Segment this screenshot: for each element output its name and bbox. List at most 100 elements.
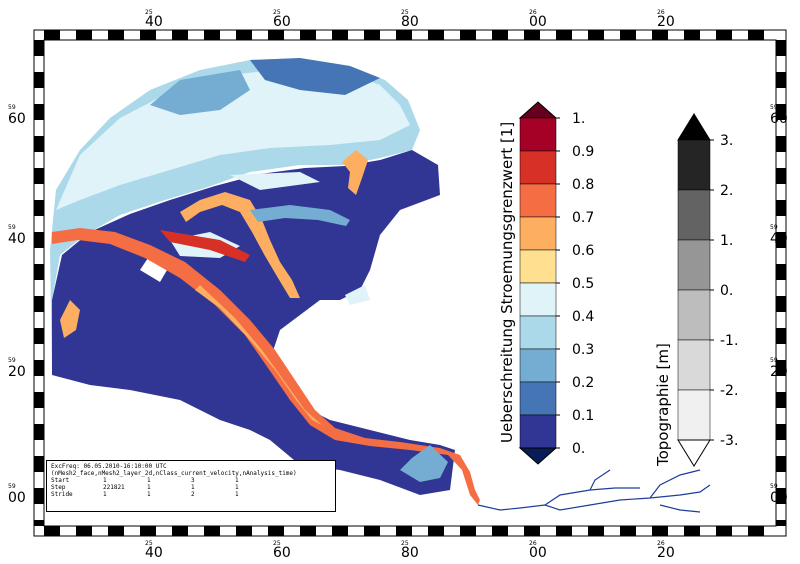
frame-label-deg: 25 <box>145 9 153 16</box>
frame-label-bottom: 20 <box>657 545 675 560</box>
frame-tick <box>460 30 476 40</box>
frame-tick <box>748 30 764 40</box>
topo-segment <box>677 239 711 291</box>
frame-label-top: 40 <box>145 14 163 30</box>
topo-tick-label: -2. <box>720 383 738 399</box>
frame-label-deg: 25 <box>401 540 409 547</box>
frame-tick <box>108 526 124 536</box>
colorbar-segment <box>519 183 557 218</box>
frame-tick <box>620 30 636 40</box>
frame-tick <box>172 30 188 40</box>
tributary-west <box>60 300 80 338</box>
colorbar-tick-label: 0. <box>572 441 585 457</box>
frame-tick <box>428 526 444 536</box>
frame-tick <box>332 526 348 536</box>
frame-tick <box>556 526 572 536</box>
shoal-patch <box>230 172 320 190</box>
colorbar-segment <box>519 315 557 350</box>
colorbar-flow: 1. 0.9 0.8 0.7 0.6 0.5 0.4 0.3 0.2 0.1 0. Ueberschr… <box>498 101 594 465</box>
frame-tick <box>34 200 44 216</box>
colorbar-segment <box>519 414 557 449</box>
info-row: Stride 1 1 2 1 <box>51 491 331 498</box>
frame-label-deg: 26 <box>657 540 665 547</box>
tributary-north <box>180 192 300 298</box>
frame-tick <box>364 526 380 536</box>
topo-segment <box>677 339 711 391</box>
frame-tick <box>34 168 44 184</box>
frame-tick <box>776 40 786 56</box>
frame-tick <box>236 526 252 536</box>
frame-tick <box>684 526 700 536</box>
info-row-value: 1 <box>103 491 107 498</box>
frame-label-deg: 59 <box>770 224 778 231</box>
frame-tick <box>776 424 786 440</box>
colorbar-tick-label: 0.4 <box>572 309 594 325</box>
info-row-value: 1 <box>147 484 151 491</box>
info-row-value: 1 <box>235 491 239 498</box>
info-row-label: Stride <box>51 491 73 498</box>
river-network <box>477 469 711 513</box>
frame-tick <box>34 520 44 526</box>
deep-offshore-patch <box>250 58 380 95</box>
topo-tick-label: 0. <box>720 283 733 299</box>
info-box: ExcFreq: 06.05.2010-16:10:00 UTC (nMesh2… <box>46 460 336 512</box>
frame-tick <box>34 72 44 88</box>
colorbar-tick-label: 0.7 <box>572 210 594 226</box>
frame-label-deg: 59 <box>8 357 16 364</box>
frame-tick <box>34 392 44 408</box>
frame-tick <box>108 30 124 40</box>
frame-label-deg: 59 <box>8 483 16 490</box>
info-row-value: 1 <box>235 484 239 491</box>
offshore-mid-patch <box>150 70 250 115</box>
frame-tick <box>776 232 786 248</box>
colorbar-segment <box>519 117 557 152</box>
topo-tick-label: 1. <box>720 233 733 249</box>
topo-segment <box>677 139 711 191</box>
topo-tick-label: 3. <box>720 133 733 149</box>
frame-label-top: 80 <box>401 14 419 30</box>
frame-tick <box>776 136 786 152</box>
frame-label-bottom: 40 <box>145 545 163 560</box>
frame-tick <box>776 360 786 376</box>
frame-tick <box>300 526 316 536</box>
frame-tick <box>776 200 786 216</box>
frame-tick <box>776 456 786 472</box>
colorbar-topography: 3. 2. 1. 0. -1. -2. -3. Topographie [m] <box>654 113 738 467</box>
colorbar-tick-label: 0.8 <box>572 177 594 193</box>
frame-label-right: 40 <box>770 231 788 247</box>
colorbar-segment <box>519 282 557 317</box>
frame-tick <box>34 488 44 504</box>
frame-tick <box>204 30 220 40</box>
frame-label-left: 60 <box>8 111 26 127</box>
frame-tick <box>34 424 44 440</box>
colorbar-tick-label: 0.5 <box>572 276 594 292</box>
frame-tick <box>268 30 284 40</box>
frame-label-deg: 26 <box>529 9 537 16</box>
map-area <box>50 58 711 513</box>
shoal-patch <box>345 285 370 305</box>
frame-tick <box>34 328 44 344</box>
frame-tick <box>776 168 786 184</box>
colorbar-tick-label: 1. <box>572 111 585 127</box>
frame-label-deg: 25 <box>273 540 281 547</box>
frame-label-right: 00 <box>770 490 788 506</box>
frame-tick <box>556 30 572 40</box>
info-row-value: 1 <box>147 491 151 498</box>
frame-checker-ticks <box>34 30 786 536</box>
frame-tick <box>34 360 44 376</box>
frame-tick <box>300 30 316 40</box>
info-row-value: 1 <box>147 477 151 484</box>
tributary-south-lobe <box>400 445 448 482</box>
frame-label-deg: 59 <box>8 104 16 111</box>
frame-tick <box>776 392 786 408</box>
frame-tick <box>236 30 252 40</box>
info-row: Step 221821 1 1 1 <box>51 484 331 491</box>
colorbar-over-triangle <box>518 101 558 119</box>
info-row-value: 3 <box>191 477 195 484</box>
frame-tick <box>776 72 786 88</box>
frame-labels: 2540256025802600262025402560258026002620… <box>8 9 788 561</box>
info-row-value: 1 <box>235 477 239 484</box>
colorbar-segment <box>519 249 557 284</box>
